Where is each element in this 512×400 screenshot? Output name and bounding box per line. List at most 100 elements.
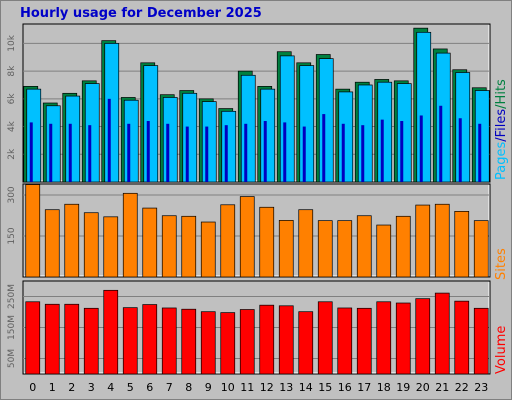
- x-tick-label: 18: [377, 381, 391, 394]
- x-tick-label: 15: [318, 381, 332, 394]
- volume-bar: [356, 307, 372, 375]
- pages-bar: [29, 122, 33, 182]
- sites-bar: [25, 184, 41, 278]
- x-tick-label: 17: [357, 381, 371, 394]
- files-bar: [143, 65, 159, 183]
- pages-bar: [263, 121, 267, 182]
- sites-bar: [356, 215, 372, 278]
- volume-bar: [25, 301, 41, 375]
- volume-bar: [64, 303, 80, 375]
- x-tick-label: 10: [221, 381, 235, 394]
- hits-files-pages-y-tick-label: 6k: [7, 93, 17, 105]
- sites-bar: [278, 220, 294, 278]
- volume-bar: [415, 298, 431, 375]
- x-tick-label: 14: [299, 381, 313, 394]
- pages-bar: [185, 126, 189, 182]
- pages-bar: [68, 123, 72, 182]
- pages-bar: [419, 115, 423, 182]
- sites-bar: [44, 209, 60, 278]
- pages-bar: [439, 105, 443, 182]
- volume-bar: [317, 301, 333, 375]
- sites-bar: [434, 203, 450, 278]
- files-bar: [338, 91, 354, 183]
- sites-bar: [473, 220, 489, 278]
- sites-bar: [337, 220, 353, 278]
- sites-axis-label: Sites: [494, 248, 509, 280]
- files-bar: [123, 99, 139, 183]
- pages-bar: [341, 123, 345, 182]
- files-bar: [435, 52, 451, 183]
- pages-bar: [107, 98, 111, 182]
- volume-bar: [122, 307, 138, 375]
- files-bar: [201, 101, 217, 183]
- files-bar: [299, 65, 315, 183]
- files-bar: [45, 105, 61, 183]
- volume-bar: [278, 305, 294, 375]
- files-bar: [377, 81, 393, 183]
- volume-y-tick-label: 250M: [7, 284, 17, 309]
- sites-bar: [64, 203, 80, 278]
- sites-bar: [239, 196, 255, 278]
- sites-bar: [103, 216, 119, 278]
- pages-bar: [400, 121, 404, 182]
- sites-bar: [161, 215, 177, 278]
- volume-bar: [434, 292, 450, 375]
- hits-files-pages-y-tick-label: 2k: [7, 148, 17, 160]
- volume-bar: [200, 311, 216, 375]
- files-bar: [260, 88, 276, 183]
- volume-bar: [161, 307, 177, 375]
- files-bar: [416, 31, 432, 183]
- sites-bar: [259, 206, 275, 278]
- separator-label: /: [494, 137, 509, 142]
- files-bar: [26, 88, 42, 183]
- x-tick-label: 1: [49, 381, 56, 394]
- files-bar: [221, 110, 237, 183]
- pages-bar: [146, 121, 150, 182]
- x-tick-label: 11: [240, 381, 254, 394]
- sites-bar: [200, 221, 216, 278]
- x-tick-label: 9: [205, 381, 212, 394]
- pages-bar: [380, 119, 384, 182]
- files-bar: [65, 95, 81, 183]
- volume-y-tick-label: 50M: [7, 349, 17, 368]
- files-bar: [357, 84, 373, 183]
- pages-bar: [283, 122, 287, 182]
- files-bar: [396, 83, 412, 183]
- volume-bar: [473, 307, 489, 375]
- files-bar: [240, 74, 256, 183]
- hits-files-pages-y-tick-label: 8k: [7, 65, 17, 77]
- volume-bar: [142, 304, 158, 375]
- volume-bar: [298, 311, 314, 375]
- pages-bar: [244, 123, 248, 182]
- pages-bar: [322, 114, 326, 182]
- volume-axis-label: Volume: [494, 325, 509, 374]
- x-tick-label: 4: [107, 381, 114, 394]
- volume-bar: [337, 307, 353, 375]
- x-tick-label: 22: [455, 381, 469, 394]
- volume-bar: [83, 307, 99, 375]
- pages-bar: [127, 123, 131, 182]
- sites-bar: [395, 215, 411, 278]
- sites-y-tick-label: 300: [7, 186, 17, 203]
- pages-bar: [166, 123, 170, 182]
- sites-y-tick-label: 150: [7, 227, 17, 244]
- sites-bar: [317, 220, 333, 278]
- x-tick-label: 12: [260, 381, 274, 394]
- hits-files-pages-y-tick-label: 4k: [7, 120, 17, 132]
- hits-files-pages-plot-area: [22, 23, 491, 183]
- files-bar: [474, 90, 490, 183]
- x-tick-label: 21: [435, 381, 449, 394]
- pages-bar: [458, 118, 462, 182]
- volume-bar: [181, 308, 197, 375]
- sites-bar: [298, 209, 314, 278]
- volume-bar: [44, 303, 60, 375]
- pages-bar: [224, 125, 228, 182]
- files-bar: [455, 72, 471, 183]
- x-tick-label: 23: [474, 381, 488, 394]
- chart-title: Hourly usage for December 2025: [20, 6, 262, 21]
- volume-y-tick-label: 150M: [7, 315, 17, 340]
- sites-bar: [220, 204, 236, 278]
- pages-bar: [205, 126, 209, 182]
- volume-bar: [103, 289, 119, 375]
